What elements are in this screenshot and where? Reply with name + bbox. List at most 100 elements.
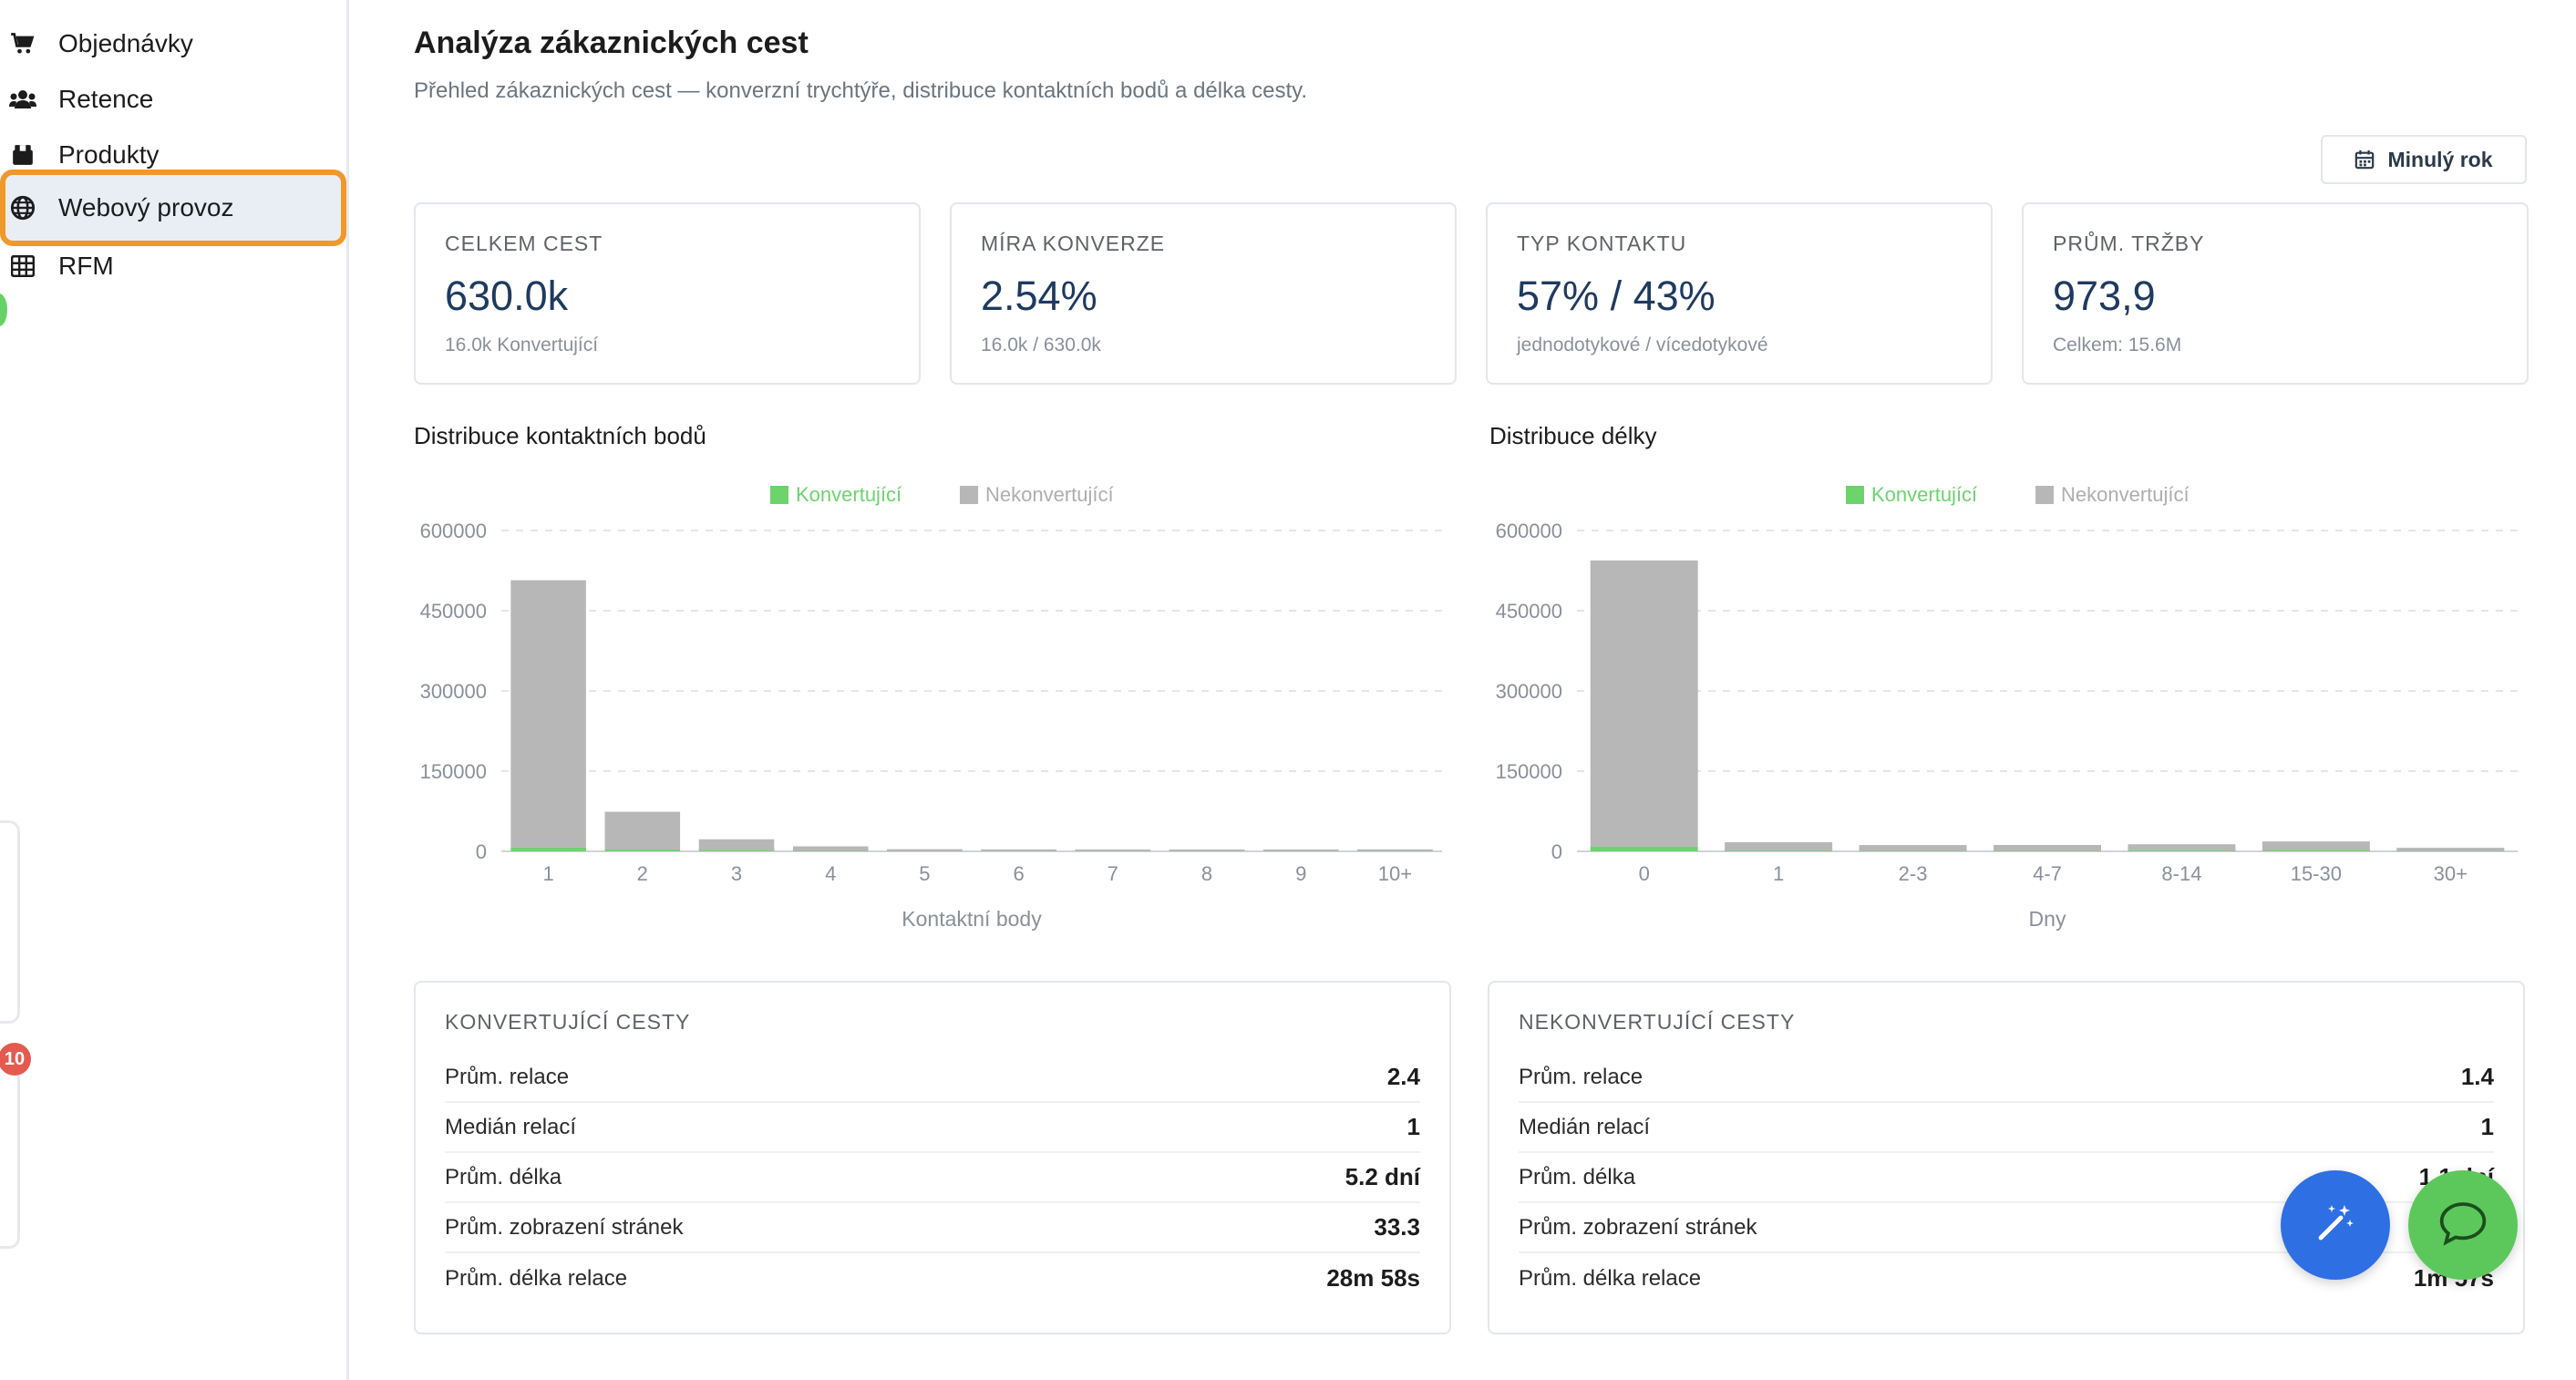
cart-icon [9,30,36,57]
bar-non-converting [981,849,1056,851]
x-tick-label: 0 [1639,862,1650,885]
chat-icon [2437,1200,2488,1251]
legend-swatch [1846,486,1864,504]
sidebar-item-rfm[interactable]: RFM [0,234,346,298]
touchpoints-chart: Konvertující Nekonvertující 0 150000 300000 4… [420,483,1442,931]
table-icon [9,252,36,280]
x-tick-label: 8 [1201,862,1212,885]
kpi-card-conversion-rate: MÍRA KONVERZE 2.54% 16.0k / 630.0k [950,202,1457,385]
bar-non-converting [510,580,586,848]
table-title: NEKONVERTUJÍCÍ CESTY [1519,1010,1796,1034]
kpi-subtext: jednodotykové / vícedotykové [1517,335,1768,355]
journey-length-chart: Konvertující Nekonvertující 0 150000 300000 4… [1496,483,2518,931]
kpi-value: 2.54% [981,273,1097,319]
bar-non-converting [1262,849,1339,851]
converting-journeys-table: KONVERTUJÍCÍ CESTY Prům. relace 2.4 Mediá… [414,981,1451,1334]
page-subtitle: Přehled zákaznických cest — konverzní tr… [414,78,1308,103]
legend-label: Konvertující [796,483,902,506]
collapsed-panel[interactable] [0,1066,20,1249]
ai-assistant-button[interactable] [2281,1170,2390,1280]
bar-non-converting [1075,849,1151,851]
x-tick-label: 30+ [2434,862,2468,885]
table-row: Prům. relace 2.4 [445,1053,1420,1103]
x-tick-label: 3 [731,862,742,885]
bar-converting [510,847,586,851]
chart-legend: Konvertující Nekonvertující [1846,483,2190,506]
kpi-subtext: 16.0k Konvertující [445,335,599,355]
y-tick-label: 450000 [1496,600,1562,623]
table-title: KONVERTUJÍCÍ CESTY [445,1010,691,1034]
table-row: Prům. zobrazení stránek 33.3 [445,1203,1420,1253]
x-tick-label: 2 [637,862,648,885]
table-row: Prům. délka1.1 dní [1519,1153,2494,1203]
bar-non-converting [2128,844,2236,851]
bar-non-converting [698,839,775,851]
row-value: 2.4 [1386,1063,1420,1090]
row-label: Prům. relace [445,1064,570,1089]
date-range-button[interactable]: Minulý rok [2321,135,2527,184]
magic-wand-icon [2313,1201,2357,1250]
legend-swatch [2035,486,2054,504]
table-row: Prům. zobrazení stránek [1519,1203,2494,1253]
bar-non-converting [604,811,681,850]
sidebar-item-objednavky[interactable]: Objednávky [0,12,346,76]
x-tick-label: 4-7 [2033,862,2062,885]
x-tick-label: 1 [542,862,553,885]
y-tick-label: 450000 [420,600,487,623]
y-tick-label: 0 [1551,840,1562,863]
legend-swatch [960,486,978,504]
sidebar-item-label: Objednávky [58,29,193,57]
row-label: Prům. zobrazení stránek [1519,1214,1757,1240]
bar-non-converting [2262,841,2370,851]
y-tick-label: 0 [476,840,487,863]
row-value: 1.4 [2460,1063,2494,1090]
calendar-icon [2354,149,2375,170]
row-value: 33.3 [1374,1213,1420,1241]
date-range-label: Minulý rok [2387,147,2493,171]
collapsed-panel[interactable] [0,820,20,1024]
table-row: Prům. relace 1.4 [1519,1053,2494,1103]
row-label: Prům. délka [1519,1164,1636,1189]
non-converting-journeys-table: NEKONVERTUJÍCÍ CESTY Prům. relace 1.4 Med… [1488,981,2525,1334]
chart-legend: Konvertující Nekonvertující [770,483,1114,506]
row-label: Prům. délka [445,1164,562,1189]
chart-title-touchpoints: Distribuce kontaktních bodů [414,422,706,449]
x-tick-label: 15-30 [2291,862,2342,885]
row-value: 1 [1406,1113,1420,1140]
kpi-label: TYP KONTAKTU [1517,232,1687,255]
sidebar-item-retence[interactable]: Retence [0,67,346,131]
x-tick-label: 1 [1773,862,1784,885]
chat-button[interactable] [2408,1170,2518,1280]
bar-non-converting [792,846,869,851]
users-icon [9,86,36,113]
page-title: Analýza zákaznických cest [414,26,809,60]
kpi-label: MÍRA KONVERZE [981,232,1166,255]
x-tick-label: 6 [1013,862,1024,885]
sidebar-item-label: Produkty [58,140,160,169]
notification-badge[interactable]: 10 [0,1043,31,1076]
kpi-value: 973,9 [2053,273,2156,319]
kpi-card-avg-revenue: PRŮM. TRŽBY 973,9 Celkem: 15.6M [2022,202,2529,385]
sidebar-item-webovy-provoz[interactable]: Webový provoz [0,170,346,246]
x-tick-label: 2-3 [1899,862,1928,885]
kpi-card-total-journeys: CELKEM CEST 630.0k 16.0k Konvertující [414,202,921,385]
y-tick-label: 600000 [420,520,487,542]
kpi-subtext: Celkem: 15.6M [2053,335,2182,355]
sidebar: Objednávky Retence Produkty Webový provo… [0,0,349,1380]
sidebar-item-label: Webový provoz [58,193,234,221]
box-icon [9,141,36,169]
row-label: Prům. relace [1519,1064,1643,1089]
bar-non-converting [887,849,963,851]
sidebar-item-produkty[interactable]: Produkty [0,123,346,187]
bar-non-converting [1859,845,1967,851]
legend-label: Konvertující [1871,483,1977,506]
kpi-value: 630.0k [445,273,569,319]
legend-label: Nekonvertující [985,483,1114,506]
chart-title-length: Distribuce délky [1489,422,1657,449]
row-value: 5.2 dní [1345,1163,1420,1190]
y-tick-label: 150000 [420,760,487,783]
status-dot [0,294,7,326]
bar-converting [1590,846,1698,851]
bar-non-converting [1994,845,2101,851]
bar-converting [604,850,681,851]
